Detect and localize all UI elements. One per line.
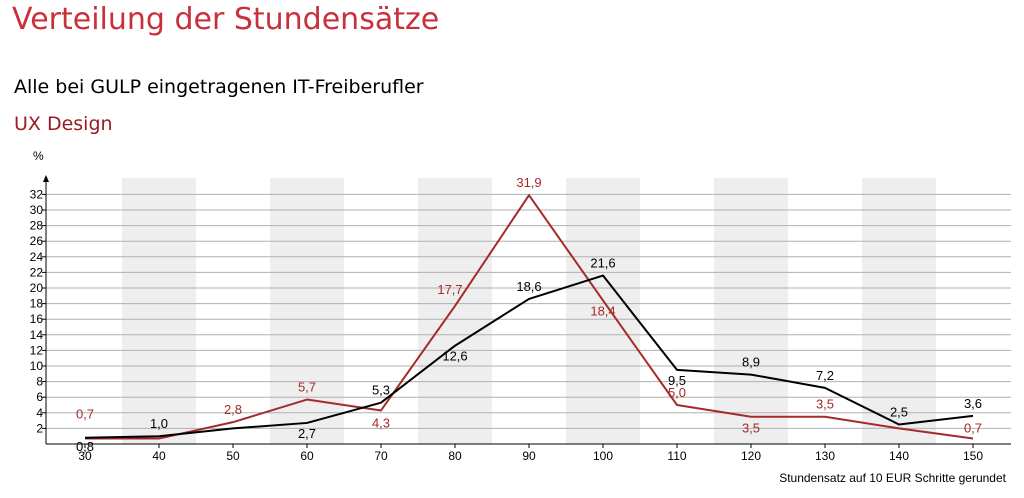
x-axis-label: Stundensatz auf 10 EUR Schritte gerundet (779, 471, 1006, 485)
x-tick-label: 120 (741, 449, 761, 463)
stripe-band (122, 178, 196, 444)
x-tick-label: 140 (889, 449, 909, 463)
data-label: 18,6 (516, 279, 541, 294)
x-tick-label: 130 (815, 449, 835, 463)
background-stripes (122, 178, 936, 444)
data-label: 2,7 (298, 426, 316, 441)
y-tick-label: 18 (30, 297, 44, 311)
data-label: 18,4 (590, 303, 615, 318)
data-label: 0,8 (76, 439, 94, 454)
stripe-band (862, 178, 936, 444)
x-tick-label: 50 (226, 449, 240, 463)
data-label: 2,5 (890, 405, 908, 420)
data-label: 21,6 (590, 256, 615, 271)
x-tick-label: 90 (522, 449, 536, 463)
y-tick-label: 2 (36, 421, 43, 435)
data-label: 8,9 (742, 355, 760, 370)
page-title: Verteilung der Stundensätze (12, 2, 440, 37)
stripe-band (566, 178, 640, 444)
y-tick-label: 10 (30, 359, 44, 373)
x-tick-label: 30 (78, 449, 92, 463)
data-label: 31,9 (516, 175, 541, 190)
data-label: 3,5 (742, 421, 760, 436)
data-label: 0,7 (76, 407, 94, 422)
data-label: 7,2 (816, 368, 834, 383)
y-tick-label: 24 (30, 250, 44, 264)
x-tick-labels: 30 40 50 60 70 80 90 100 110 120 130 140 150 (78, 444, 983, 463)
y-tick-label: 22 (30, 265, 44, 279)
x-tick-label: 70 (374, 449, 388, 463)
y-tick-label: 6 (36, 390, 43, 404)
y-tick-label: 16 (30, 312, 44, 326)
data-label: 4,3 (372, 415, 390, 430)
data-label: 5,3 (372, 383, 390, 398)
y-tick-label: 8 (36, 375, 43, 389)
data-label: 5,7 (298, 380, 316, 395)
y-tick-label: 28 (30, 219, 44, 233)
x-tick-label: 40 (152, 449, 166, 463)
data-label: 9,5 (668, 373, 686, 388)
data-label: 17,7 (437, 282, 462, 297)
data-label: 2,8 (224, 402, 242, 417)
page-subtitle: Alle bei GULP eingetragenen IT-Freiberuf… (14, 76, 424, 98)
y-tick-label: 30 (30, 203, 44, 217)
x-tick-label: 100 (593, 449, 613, 463)
y-tick-label: 12 (30, 343, 44, 357)
stripe-band (714, 178, 788, 444)
series-line (85, 194, 974, 440)
x-tick-label: 60 (300, 449, 314, 463)
series-line (84, 274, 974, 439)
data-label: 5,0 (668, 385, 686, 400)
x-tick-label: 80 (448, 449, 462, 463)
x-tick-label: 110 (667, 449, 686, 463)
data-label: 3,6 (964, 396, 982, 411)
y-axis-label: % (33, 149, 44, 163)
data-label: 1,0 (150, 416, 168, 431)
data-label: 0,7 (964, 421, 982, 436)
y-tick-label: 32 (30, 187, 44, 201)
stripe-band (418, 178, 492, 444)
category-label: UX Design (14, 113, 113, 135)
y-axis-arrow (43, 175, 49, 182)
y-tick-label: 4 (36, 406, 43, 420)
series-lines (84, 194, 974, 440)
data-label: 12,6 (442, 349, 467, 364)
x-tick-label: 150 (963, 449, 983, 463)
y-tick-label: 14 (30, 328, 44, 342)
data-label: 3,5 (816, 397, 834, 412)
y-tick-label: 20 (30, 281, 44, 295)
data-labels: 0,8 1,0 2,7 5,3 12,6 18,6 21,6 9,5 8,9 7,2 2,5 3,6 0… (76, 175, 982, 454)
y-tick-label: 26 (30, 234, 44, 248)
